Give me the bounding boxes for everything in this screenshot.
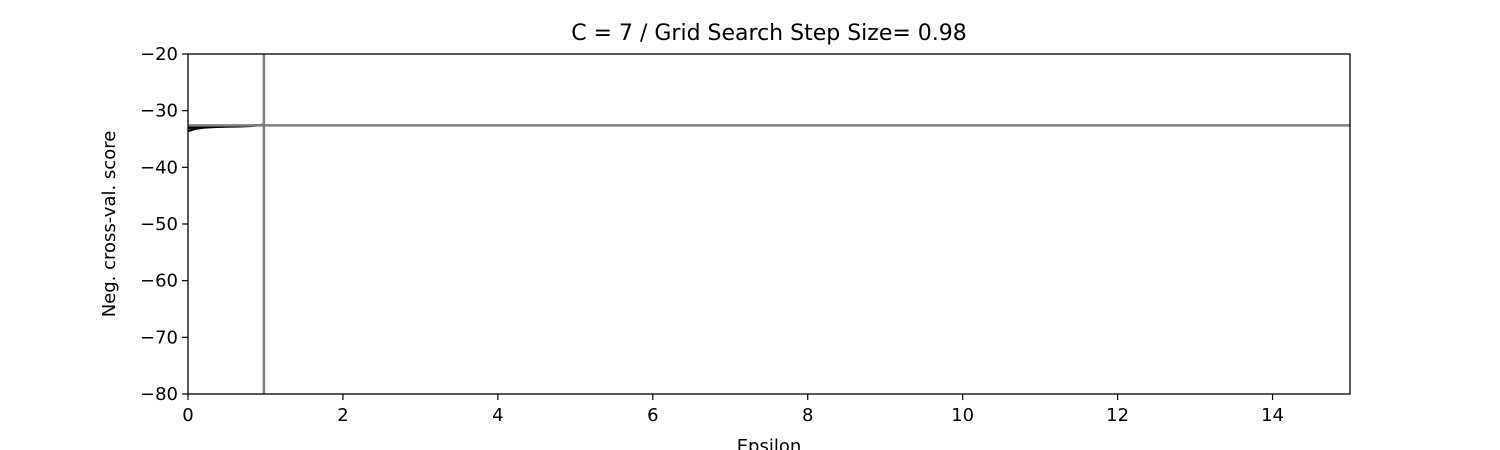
y-tick-label: −20 [140, 44, 178, 65]
x-tick-label: 8 [802, 405, 813, 426]
x-tick-label: 10 [951, 405, 974, 426]
x-tick-label: 12 [1106, 405, 1129, 426]
plot-frame [187, 53, 1351, 395]
y-tick-label: −50 [140, 214, 178, 235]
chart-title: C = 7 / Grid Search Step Size= 0.98 [571, 21, 967, 46]
y-tick-label: −70 [140, 327, 178, 348]
y-tick-label: −40 [140, 157, 178, 178]
x-tick-label: 2 [337, 405, 348, 426]
y-axis-label: Neg. cross-val. score [99, 131, 120, 318]
x-tick-label: 6 [647, 405, 658, 426]
x-tick-label: 4 [492, 405, 503, 426]
x-axis-label: Epsilon [737, 436, 802, 450]
x-tick-label: 14 [1261, 405, 1284, 426]
y-axis: −80 −70 −60 −50 −40 −30 −20 [140, 44, 188, 405]
y-tick-label: −60 [140, 271, 178, 292]
x-axis: 0 2 4 6 8 10 12 14 [182, 394, 1284, 426]
y-tick-label: −30 [140, 101, 178, 122]
y-tick-label: −80 [140, 384, 178, 405]
reference-lines [188, 54, 1350, 394]
x-tick-label: 0 [182, 405, 193, 426]
